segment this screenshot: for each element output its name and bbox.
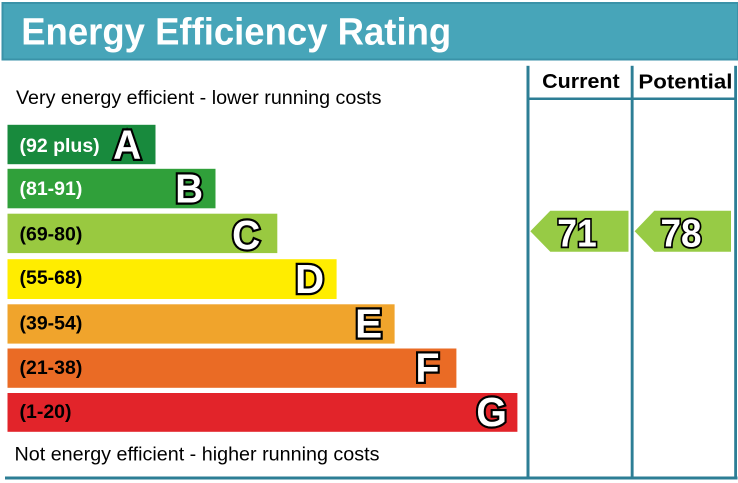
svg-text:(81-91): (81-91) <box>20 178 83 200</box>
svg-text:Very energy efficient - lower: Very energy efficient - lower running co… <box>16 87 382 109</box>
svg-text:(92 plus): (92 plus) <box>20 135 100 157</box>
svg-text:(1-20): (1-20) <box>20 401 72 423</box>
svg-text:Current: Current <box>542 71 620 93</box>
svg-text:Energy Efficiency Rating: Energy Efficiency Rating <box>21 12 451 54</box>
svg-text:78: 78 <box>661 212 702 255</box>
svg-text:(69-80): (69-80) <box>20 224 83 246</box>
svg-text:G: G <box>476 391 507 436</box>
svg-text:71: 71 <box>557 212 597 255</box>
svg-text:(21-38): (21-38) <box>20 357 83 379</box>
svg-text:D: D <box>295 257 324 302</box>
svg-text:Not energy efficient - higher: Not energy efficient - higher running co… <box>15 443 380 465</box>
svg-text:E: E <box>355 301 382 347</box>
svg-text:F: F <box>416 346 440 391</box>
svg-text:(39-54): (39-54) <box>20 312 83 334</box>
svg-text:(55-68): (55-68) <box>20 267 83 289</box>
svg-text:C: C <box>232 213 260 258</box>
svg-text:B: B <box>175 167 203 212</box>
svg-text:Potential: Potential <box>638 71 732 93</box>
svg-text:A: A <box>113 123 141 168</box>
